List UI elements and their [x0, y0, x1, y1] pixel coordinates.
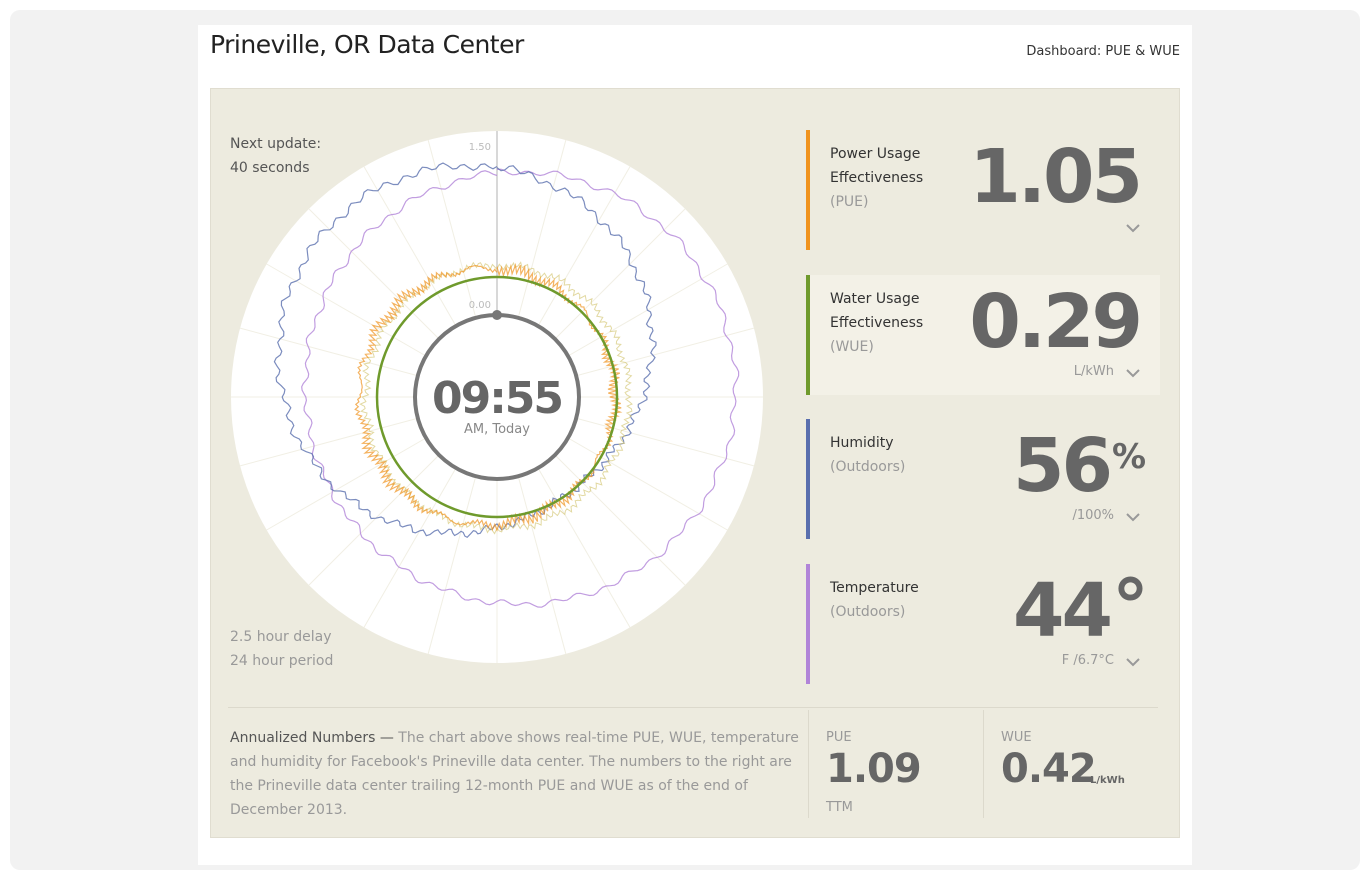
- metric-bar: [806, 274, 810, 395]
- metric-name: Water Usage: [830, 290, 920, 307]
- metric-bar: [806, 419, 810, 539]
- metric-value: 0.29: [969, 278, 1143, 365]
- spoke: [537, 467, 631, 628]
- delay: 2.5 hour delay: [230, 629, 332, 645]
- chevron: [1126, 513, 1140, 522]
- divider: [808, 710, 809, 818]
- spoke: [363, 166, 457, 327]
- annual-heading: Annualized Numbers —: [230, 730, 394, 746]
- spoke: [576, 327, 755, 377]
- wue-unit: L/kWh: [1090, 775, 1125, 786]
- wue-annual: 0.42: [1001, 746, 1097, 792]
- pue-label: PUE: [826, 730, 852, 745]
- metric-unit: L/kWh: [1073, 363, 1114, 379]
- metric-name: Temperature: [830, 579, 919, 596]
- wue-label: WUE: [1001, 730, 1032, 745]
- annual-body: The chart above shows real-time PUE, WUE…: [230, 730, 799, 818]
- clock-label: AM, Today: [464, 422, 530, 437]
- spoke: [427, 139, 477, 318]
- spoke: [266, 437, 427, 531]
- spoke: [363, 467, 457, 628]
- metric-value: 44: [1013, 567, 1113, 654]
- highlight: [810, 274, 1160, 395]
- metric-unit: F /6.7°C: [1061, 652, 1114, 668]
- metric-sub: (PUE): [830, 194, 869, 210]
- chevron: [1126, 657, 1140, 666]
- metric-sub: (WUE): [830, 338, 874, 355]
- spoke: [239, 327, 418, 377]
- metric-bar: [806, 563, 810, 684]
- temperature-trace: [301, 168, 740, 608]
- spoke: [554, 208, 686, 340]
- divider: [228, 707, 1158, 708]
- spoke: [554, 454, 686, 586]
- expand-chevron[interactable]: [1125, 367, 1141, 379]
- clock-hand: [492, 310, 502, 320]
- annual-text: Annualized Numbers — The chart above sho…: [230, 726, 800, 822]
- expand-chevron[interactable]: [1125, 222, 1141, 234]
- metric-name: Power Usage: [830, 146, 921, 162]
- chevron: [1126, 224, 1140, 233]
- pue-note: TTM: [826, 800, 853, 815]
- spoke: [308, 208, 440, 340]
- wue-ring: [375, 275, 619, 519]
- spoke: [576, 417, 755, 467]
- metric-name: Effectiveness: [830, 314, 924, 331]
- dashboard-link[interactable]: Dashboard: PUE & WUE: [1026, 44, 1180, 59]
- spoke: [308, 454, 440, 586]
- chevron: [1126, 368, 1140, 377]
- next-update-label: Next update:: [230, 136, 322, 152]
- next-update-value: 40 seconds: [230, 160, 310, 176]
- period: 24 hour period: [230, 653, 334, 669]
- metric-value: 1.05: [969, 134, 1143, 220]
- metric-sub: (Outdoors): [830, 603, 906, 620]
- spoke: [266, 263, 427, 357]
- expand-chevron[interactable]: [1125, 656, 1141, 668]
- metric-sup: °: [1112, 563, 1149, 650]
- metric-name: Effectiveness: [830, 170, 924, 186]
- spoke: [517, 139, 567, 318]
- title: Prineville, OR Data Center: [210, 30, 524, 59]
- spoke: [427, 476, 477, 655]
- divider: [983, 710, 984, 818]
- wue-trace: [359, 261, 633, 535]
- outer-label: 1.50: [469, 142, 491, 153]
- metric-unit: /100%: [1072, 508, 1114, 523]
- metric-sub: (Outdoors): [830, 459, 906, 475]
- metric-sup: %: [1112, 437, 1147, 477]
- pue-annual: 1.09: [826, 746, 922, 792]
- expand-chevron[interactable]: [1125, 511, 1141, 523]
- metric-name: Humidity: [830, 435, 894, 451]
- spoke: [567, 437, 728, 531]
- humidity-trace: [273, 162, 657, 539]
- metric-bar: [806, 130, 810, 250]
- spoke: [239, 417, 418, 467]
- metric-value: 56: [1013, 423, 1113, 509]
- inner-label: 0.00: [469, 300, 491, 311]
- clock-time: 09:55: [432, 373, 562, 424]
- spoke: [517, 476, 567, 655]
